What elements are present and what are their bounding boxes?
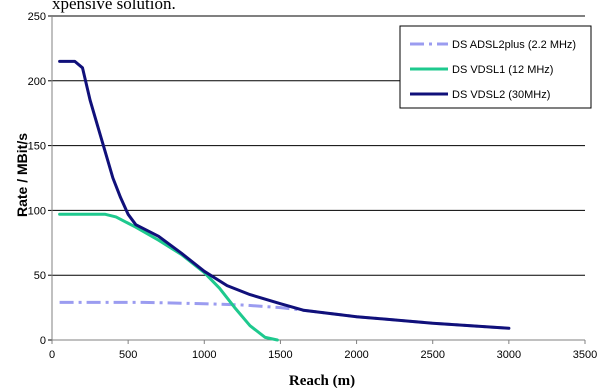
y-axis-label: Rate / MBit/s [14,133,30,217]
y-tick-label: 50 [34,270,46,282]
x-axis-label: Reach (m) [289,373,355,388]
legend: DS ADSL2plus (2.2 MHz) DS VDSL1 (12 MHz) D… [399,25,592,109]
legend-label-2: DS VDSL2 (30MHz) [452,89,550,101]
caption-text: xpensive solution. [52,0,176,13]
x-tick-label: 3000 [497,349,521,361]
x-tick-label: 1500 [268,349,292,361]
x-tick-label: 1000 [192,349,216,361]
axes [48,15,586,344]
y-tick-label: 200 [28,76,46,88]
x-tick-label: 2500 [420,349,444,361]
series-line-2 [58,59,511,330]
y-tick-label: 250 [28,11,46,23]
x-tick-label: 3500 [573,349,597,361]
y-tick-labels: 0 50 100 150 200 250 [28,11,46,347]
y-tick-label: 0 [40,335,46,347]
series-lines [58,59,511,342]
x-tick-label: 2000 [344,349,368,361]
x-tick-label: 0 [49,349,55,361]
y-tick-label: 100 [28,205,46,217]
x-tick-labels: 0 500 1000 1500 2000 2500 3000 3500 [49,349,597,361]
series-line-1 [58,212,279,342]
y-tick-label: 150 [28,141,46,153]
legend-label-1: DS VDSL1 (12 MHz) [452,64,553,76]
x-tick-label: 500 [119,349,137,361]
legend-label-0: DS ADSL2plus (2.2 MHz) [452,39,576,51]
